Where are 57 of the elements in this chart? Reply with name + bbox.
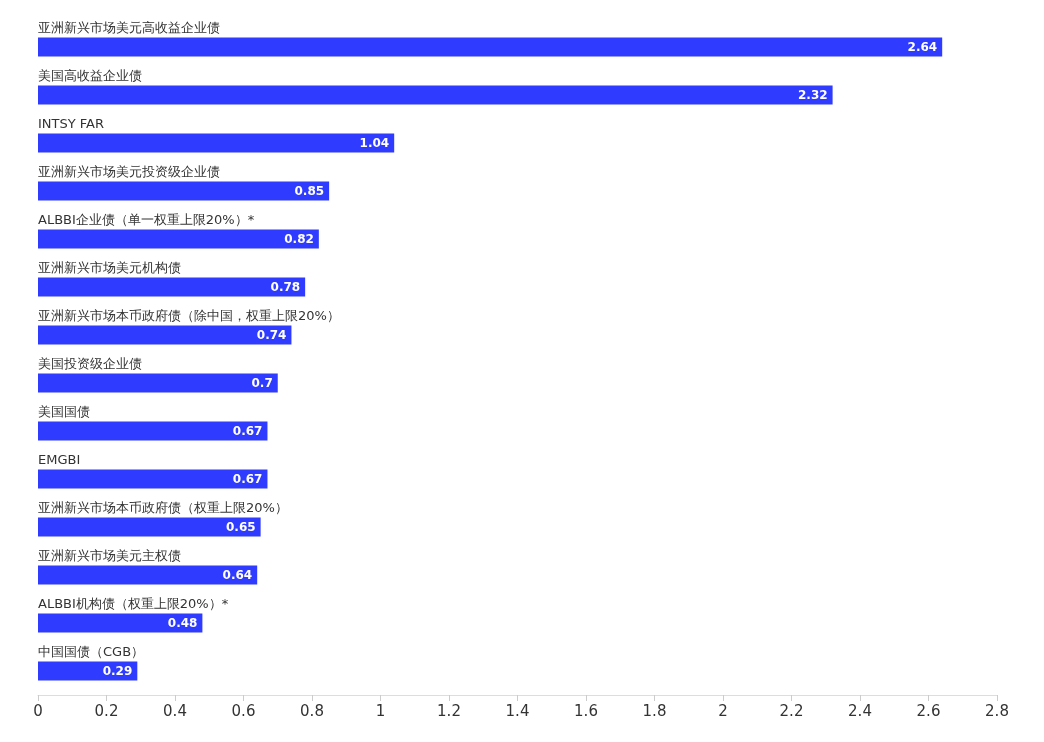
y-tick-label: 亚洲新兴市场美元高收益企业债	[38, 20, 220, 35]
bar	[38, 37, 943, 57]
bar	[38, 613, 203, 633]
data-label: 0.64	[222, 568, 253, 582]
bar	[38, 85, 833, 105]
bar	[38, 373, 278, 393]
x-tick-label: 1	[375, 701, 386, 720]
x-tick-label: 1.2	[437, 701, 461, 720]
y-tick-label: 中国国债（CGB）	[38, 644, 145, 659]
bar	[38, 517, 261, 537]
bar	[38, 421, 268, 441]
bar	[38, 565, 258, 585]
y-tick-label: 亚洲新兴市场本币政府债（权重上限20%）	[38, 500, 288, 515]
bar	[38, 325, 292, 345]
y-tick-label: 亚洲新兴市场美元投资级企业债	[38, 164, 220, 179]
bar	[38, 661, 138, 681]
data-label: 0.29	[102, 664, 133, 678]
data-label: 1.04	[359, 136, 390, 150]
y-tick-label: 亚洲新兴市场本币政府债（除中国，权重上限20%）	[38, 308, 340, 323]
y-tick-label: ALBBI企业债（单一权重上限20%）*	[38, 212, 255, 227]
x-tick-label: 0	[33, 701, 43, 720]
data-label: 0.67	[232, 424, 263, 438]
data-label: 0.82	[284, 232, 314, 246]
data-label: 2.32	[797, 88, 828, 102]
x-tick-label: 0.6	[231, 701, 256, 720]
x-tick-label: 1.4	[505, 701, 530, 720]
x-tick-label: 2.2	[779, 701, 804, 720]
y-tick-label: 美国投资级企业债	[38, 356, 142, 371]
y-tick-label: 美国国债	[38, 404, 90, 419]
x-tick-label: 0.2	[94, 701, 119, 720]
x-tick-label: 2	[718, 701, 728, 720]
bar	[38, 181, 330, 201]
bar	[38, 277, 306, 297]
data-label: 0.48	[167, 616, 198, 630]
data-label: 0.7	[251, 376, 273, 390]
data-label: 0.78	[270, 280, 301, 294]
data-label: 0.67	[232, 472, 263, 486]
x-tick-label: 2.8	[985, 701, 1009, 720]
bar	[38, 229, 319, 249]
x-tick-label: 2.6	[916, 701, 941, 720]
x-tick-label: 2.4	[848, 701, 872, 720]
x-tick-label: 0.4	[163, 701, 187, 720]
y-tick-label: INTSY FAR	[38, 116, 105, 131]
data-label: 0.85	[294, 184, 325, 198]
y-tick-label: ALBBI机构债（权重上限20%）*	[38, 596, 229, 611]
y-tick-label: 美国高收益企业债	[38, 68, 142, 83]
x-tick-label: 1.8	[642, 701, 667, 720]
x-tick-label: 0.8	[300, 701, 324, 720]
x-tick-label: 1.6	[574, 701, 598, 720]
y-tick-label: EMGBI	[38, 452, 81, 467]
bar	[38, 469, 268, 489]
data-label: 0.65	[226, 520, 256, 534]
y-tick-label: 亚洲新兴市场美元机构债	[38, 260, 181, 275]
data-label: 0.74	[256, 328, 287, 342]
bar	[38, 133, 395, 153]
y-tick-label: 亚洲新兴市场美元主权债	[38, 548, 181, 563]
data-label: 2.64	[907, 40, 938, 54]
